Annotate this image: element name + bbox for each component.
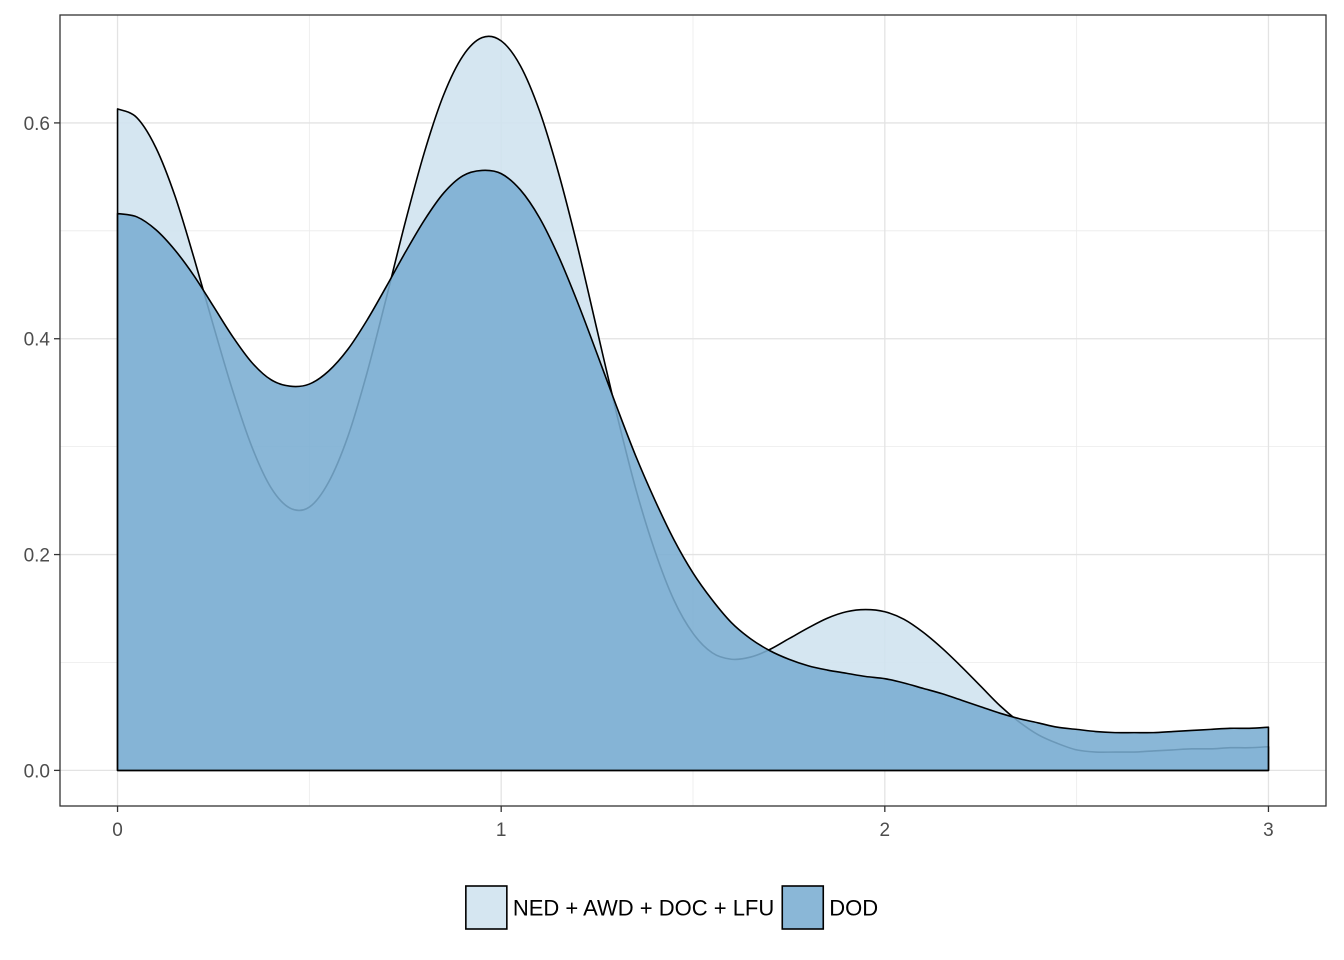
y-tick-label: 0.4 [24,330,51,351]
y-tick-label: 0.2 [24,546,50,567]
legend-key-1 [465,885,508,930]
x-tick-label: 0 [112,820,123,841]
axes: 0 1 2 3 0.0 0.2 0.4 0.6 [24,114,1274,841]
plot-panel-border [59,14,1327,807]
x-tick-label: 3 [1263,820,1274,841]
y-tick-label: 0.0 [24,761,50,782]
legend-label-2: DOD [829,896,878,921]
density-areas [116,35,1270,772]
density-area-series-2 [116,169,1270,772]
legend-key-2 [781,885,825,930]
legend: NED + AWD + DOC + LFU DOD [465,885,878,930]
y-tick-label: 0.6 [24,114,50,135]
x-tick-label: 1 [496,820,507,841]
legend-label-1: NED + AWD + DOC + LFU [513,896,774,921]
x-tick-label: 2 [880,820,891,841]
